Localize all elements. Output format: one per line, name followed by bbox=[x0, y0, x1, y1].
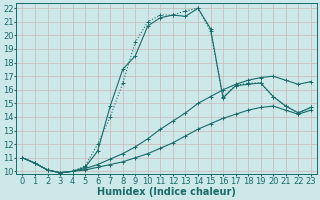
X-axis label: Humidex (Indice chaleur): Humidex (Indice chaleur) bbox=[97, 187, 236, 197]
